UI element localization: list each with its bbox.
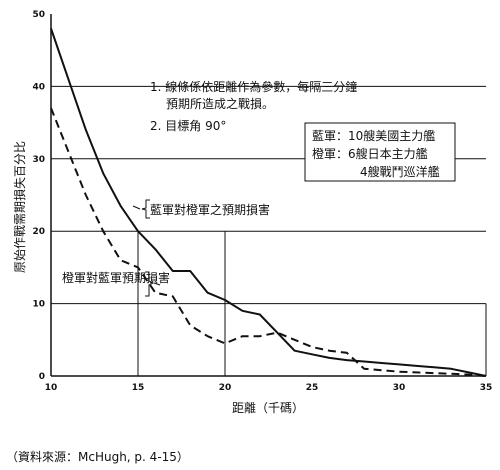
series-line-orange-vs-blue xyxy=(50,107,487,377)
x-tick-label: 15 xyxy=(132,383,145,393)
legend-blue-force: 藍軍：10艘美國主力艦 xyxy=(312,128,435,143)
series-line-blue-vs-orange xyxy=(50,28,487,377)
note-line-2: 預期所造成之戰損。 xyxy=(166,96,274,111)
blue-label-pointer xyxy=(132,205,141,210)
blue-label-bracket xyxy=(141,199,150,219)
y-tick-label: 10 xyxy=(32,300,45,310)
source-note: （資料來源：McHugh, p. 4-15） xyxy=(6,450,189,464)
x-tick-label: 25 xyxy=(306,383,319,393)
orange-label-pointer xyxy=(153,282,161,286)
legend-orange-cruisers: 4艘戰鬥巡洋艦 xyxy=(360,164,440,179)
series-group xyxy=(50,28,487,377)
legend-box xyxy=(304,122,456,182)
x-tick-label: 20 xyxy=(219,383,232,393)
y-tick-label: 20 xyxy=(32,227,45,237)
y-tick-label: 50 xyxy=(32,10,45,20)
x-tick-label: 30 xyxy=(393,383,406,393)
x-tick-label: 10 xyxy=(45,383,58,393)
legend-orange-force: 橙軍：6艘日本主力艦 xyxy=(312,146,428,161)
x-axis-title: 距離（千碼） xyxy=(232,401,304,415)
y-axis-title: 原始作戰需期損失百分比 xyxy=(12,141,27,273)
y-tick-label: 40 xyxy=(32,82,45,92)
axes xyxy=(50,14,487,377)
series-label-blue: 藍軍對橙軍之預期損害 xyxy=(150,202,270,217)
grid xyxy=(51,85,486,376)
y-tick-label: 30 xyxy=(32,155,45,165)
series-label-orange: 橙軍對藍軍預期損害 xyxy=(62,270,170,285)
orange-label-bracket xyxy=(145,271,155,297)
x-tick-label: 35 xyxy=(480,383,493,393)
note-line-3: 2. 目標角 90° xyxy=(150,119,226,133)
note-line-1: 1. 線條係依距離作為參數，每隔三分鐘 xyxy=(150,79,357,94)
y-tick-label: 0 xyxy=(39,372,45,382)
